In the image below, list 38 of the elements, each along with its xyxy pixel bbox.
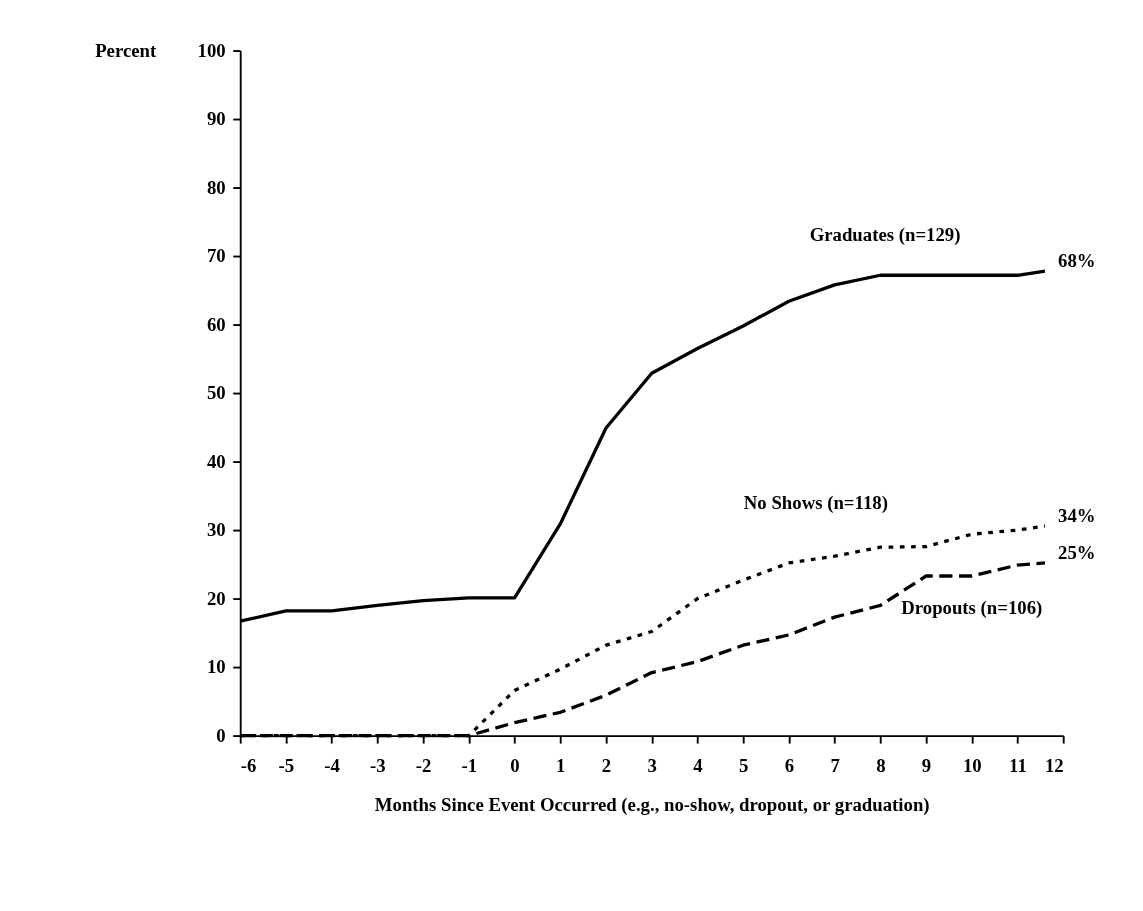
y-tick-label: 90 xyxy=(206,108,226,130)
series-label: Graduates (n=129) xyxy=(809,224,961,247)
x-tick-label: -2 xyxy=(415,754,432,776)
annotation: 34% xyxy=(1058,505,1096,527)
x-tick-label: -5 xyxy=(278,754,295,776)
y-tick-label: 100 xyxy=(197,39,226,61)
x-tick-label: 10 xyxy=(962,754,982,776)
y-tick-label: 20 xyxy=(206,587,226,609)
series-label: No Shows (n=118) xyxy=(743,492,888,515)
y-tick-label: 0 xyxy=(216,724,226,746)
x-tick-label: 4 xyxy=(693,754,704,776)
x-tick-label: 5 xyxy=(738,754,749,776)
y-tick-label: 70 xyxy=(206,245,226,267)
x-tick-label: 9 xyxy=(921,754,932,776)
series-label: Dropouts (n=106) xyxy=(901,596,1043,619)
y-tick-label: 30 xyxy=(206,519,226,541)
y-tick-label: 40 xyxy=(206,450,226,472)
x-tick-label: 12 xyxy=(1044,754,1064,776)
x-tick-label: -1 xyxy=(461,754,478,776)
x-tick-label: 1 xyxy=(556,754,566,776)
x-tick-label: 2 xyxy=(601,754,612,776)
y-tick-label: 60 xyxy=(206,313,226,335)
y-tick-label: 10 xyxy=(206,656,226,678)
x-tick-label: -6 xyxy=(240,754,257,776)
x-tick-label: 7 xyxy=(830,754,840,776)
x-tick-label: 6 xyxy=(784,754,795,776)
y-axis-title: Percent xyxy=(95,39,157,61)
annotation: 25% xyxy=(1058,542,1096,564)
x-tick-label: 0 xyxy=(510,754,520,776)
x-tick-label: 8 xyxy=(876,754,886,776)
y-tick-label: 80 xyxy=(206,176,226,198)
x-tick-label: -4 xyxy=(324,754,341,776)
x-tick-label: 11 xyxy=(1009,754,1027,776)
x-tick-label: 3 xyxy=(647,754,657,776)
x-axis-title: Months Since Event Occurred (e.g., no-show, dropout, or graduation) xyxy=(374,794,930,817)
y-tick-label: 50 xyxy=(206,382,226,404)
annotation: 68% xyxy=(1058,250,1096,272)
x-tick-label: -3 xyxy=(370,754,386,776)
